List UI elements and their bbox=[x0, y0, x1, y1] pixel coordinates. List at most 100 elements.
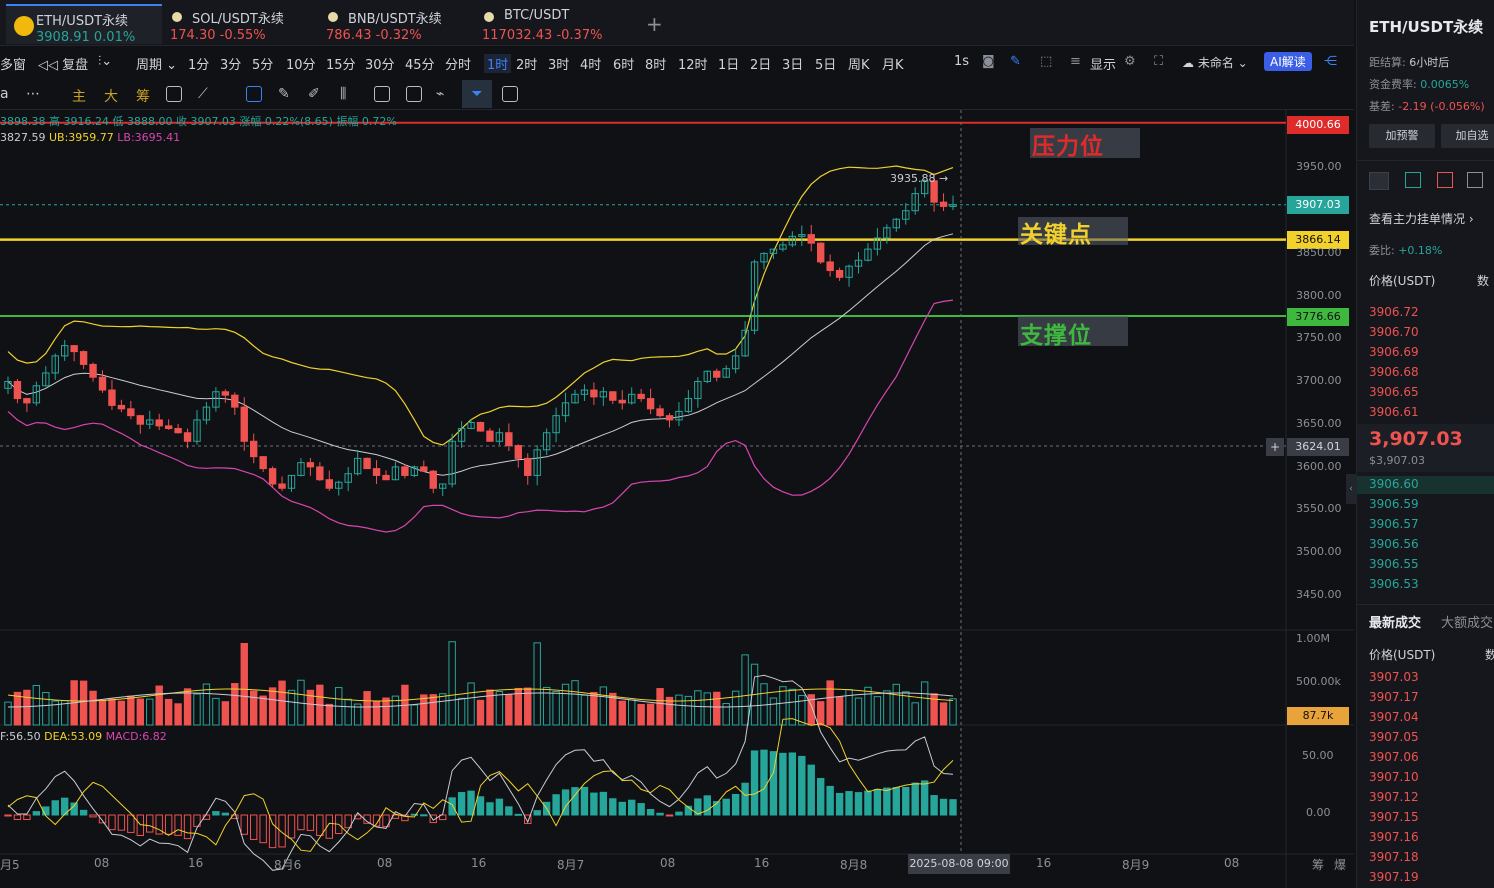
orderbook-row[interactable]: 3906.65 bbox=[1369, 385, 1419, 399]
candle-tool-icon[interactable]: ⫼ bbox=[340, 86, 347, 102]
period-16[interactable]: 2日 bbox=[750, 58, 772, 73]
trash-icon[interactable] bbox=[502, 86, 518, 102]
pen-icon[interactable]: ✐ bbox=[308, 86, 320, 102]
copy-icon[interactable] bbox=[246, 86, 262, 102]
orderbook-row[interactable]: 3907.12 bbox=[1369, 790, 1419, 804]
orderbook-row[interactable]: 3906.69 bbox=[1369, 345, 1419, 359]
candle-body bbox=[363, 457, 371, 470]
period-3[interactable]: 10分 bbox=[286, 58, 316, 73]
orderbook-row[interactable]: 3907.05 bbox=[1369, 730, 1419, 744]
depth-settings-icon[interactable] bbox=[1467, 172, 1483, 188]
orderbook-row[interactable]: 3907.16 bbox=[1369, 830, 1419, 844]
orderbook-row[interactable]: 3907.15 bbox=[1369, 810, 1419, 824]
orderbook-both-icon[interactable] bbox=[1369, 172, 1389, 190]
orderbook-row[interactable]: 3906.70 bbox=[1369, 325, 1419, 339]
orderbook-row[interactable]: 3906.55 bbox=[1369, 557, 1419, 571]
cloud-layout-dropdown[interactable]: ☁ 未命名 ⌄ bbox=[1182, 56, 1248, 70]
orderbook-bids-icon[interactable] bbox=[1405, 172, 1421, 188]
tab-large-trades[interactable]: 大额成交 bbox=[1441, 616, 1494, 631]
period-18[interactable]: 5日 bbox=[815, 58, 837, 73]
period-14[interactable]: 12时 bbox=[678, 58, 708, 73]
add-favorite-button[interactable]: 加自选 bbox=[1441, 124, 1494, 148]
camera-icon[interactable]: ◙ bbox=[982, 54, 995, 69]
orderbook-row[interactable]: 3907.10 bbox=[1369, 770, 1419, 784]
fullscreen-icon[interactable]: ⛶ bbox=[1154, 54, 1164, 69]
brush-icon[interactable]: ✎ bbox=[278, 86, 290, 102]
period-5[interactable]: 30分 bbox=[365, 58, 395, 73]
liquidation-toggle[interactable]: 爆 bbox=[1334, 858, 1347, 872]
add-alert-plus-icon[interactable]: + bbox=[1266, 438, 1284, 456]
orderbook-row[interactable]: 3907.19 bbox=[1369, 870, 1419, 884]
period-9[interactable]: 2时 bbox=[516, 58, 538, 73]
big-order-button[interactable]: 大 bbox=[104, 89, 118, 105]
tab-sol[interactable]: SOL/USDT永续 174.30 -0.55% bbox=[160, 4, 310, 44]
filter-icon[interactable]: ⏷ bbox=[462, 80, 492, 108]
kline-chart[interactable] bbox=[0, 110, 1354, 888]
period-12[interactable]: 6时 bbox=[613, 58, 635, 73]
orderbook-row[interactable]: 3906.57 bbox=[1369, 517, 1419, 531]
period-19[interactable]: 周K bbox=[848, 58, 870, 73]
add-alert-button[interactable]: 加预警 bbox=[1369, 124, 1435, 148]
period-10[interactable]: 3时 bbox=[548, 58, 570, 73]
chips-toggle[interactable]: 筹 bbox=[1312, 858, 1325, 872]
lock-icon[interactable] bbox=[374, 86, 390, 102]
orderbook-row[interactable]: 3906.53 bbox=[1369, 577, 1419, 591]
period-20[interactable]: 月K bbox=[882, 58, 904, 73]
orderbook-row[interactable]: 3907.18 bbox=[1369, 850, 1419, 864]
orderbook-row[interactable]: 3907.17 bbox=[1369, 690, 1419, 704]
period-17[interactable]: 3日 bbox=[782, 58, 804, 73]
candle-body bbox=[23, 398, 31, 404]
calc-icon[interactable] bbox=[166, 86, 182, 102]
display-button[interactable]: 显示 bbox=[1090, 58, 1117, 73]
candle-body bbox=[514, 445, 522, 459]
tab-eth[interactable]: ETH/USDT永续 3908.91 0.01% bbox=[6, 4, 162, 45]
tab-bnb[interactable]: BNB/USDT永续 786.43 -0.32% bbox=[316, 4, 466, 44]
orderbook-row[interactable]: 3906.56 bbox=[1369, 537, 1419, 551]
list-icon[interactable]: ≡ bbox=[1070, 54, 1081, 69]
orderbook-row[interactable]: 3906.72 bbox=[1369, 305, 1419, 319]
period-dropdown[interactable]: 周期 ⌄ bbox=[136, 58, 178, 73]
price-axis-label: 3450.00 bbox=[1296, 588, 1342, 601]
period-0[interactable]: 1分 bbox=[188, 58, 210, 73]
orderbook-asks-icon[interactable] bbox=[1437, 172, 1453, 188]
ai-interpret-button[interactable]: AI解读 bbox=[1264, 52, 1312, 71]
replay-button[interactable]: ◁◁ 复盘 bbox=[38, 58, 89, 73]
orderbook-row[interactable]: 3906.68 bbox=[1369, 365, 1419, 379]
orderbook-row[interactable]: 3906.59 bbox=[1369, 497, 1419, 511]
chart-type-button[interactable]: ⫶⌄ bbox=[98, 54, 113, 69]
period-8[interactable]: 1时 bbox=[484, 54, 512, 73]
macd-bar bbox=[240, 814, 248, 835]
tab-btc[interactable]: BTC/USDT 117032.43 -0.37% bbox=[472, 4, 628, 44]
orderbook-row[interactable]: 3907.04 bbox=[1369, 710, 1419, 724]
period-4[interactable]: 15分 bbox=[326, 58, 356, 73]
view-main-orders-link[interactable]: 查看主力挂单情况 › bbox=[1369, 212, 1474, 226]
macd-bar bbox=[835, 792, 844, 816]
interval-1s[interactable]: 1s bbox=[954, 54, 970, 69]
main-indicator-button[interactable]: 主 bbox=[72, 89, 86, 105]
chips-button[interactable]: 筹 bbox=[136, 89, 150, 105]
edit-icon[interactable] bbox=[406, 86, 422, 102]
macd-bar bbox=[287, 814, 296, 839]
measure-icon[interactable]: ⟋ bbox=[198, 86, 208, 102]
share-icon[interactable]: ⋲ bbox=[1324, 54, 1337, 69]
period-11[interactable]: 4时 bbox=[580, 58, 602, 73]
layout-icon[interactable]: ⬚ bbox=[1040, 54, 1053, 69]
period-15[interactable]: 1日 bbox=[718, 58, 740, 73]
more-icon[interactable]: ⋯ bbox=[26, 86, 40, 102]
period-6[interactable]: 45分 bbox=[405, 58, 435, 73]
tab-latest-trades[interactable]: 最新成交 bbox=[1369, 616, 1422, 631]
period-13[interactable]: 8时 bbox=[645, 58, 667, 73]
orderbook-row[interactable]: 3907.03 bbox=[1369, 670, 1419, 684]
orderbook-row[interactable]: 3907.06 bbox=[1369, 750, 1419, 764]
pencil-icon[interactable]: ✎ bbox=[1010, 54, 1021, 69]
period-1[interactable]: 3分 bbox=[220, 58, 242, 73]
period-7[interactable]: 分时 bbox=[445, 58, 472, 73]
period-2[interactable]: 5分 bbox=[252, 58, 274, 73]
add-tab-plus-icon[interactable]: + bbox=[646, 12, 663, 36]
magnet-icon[interactable]: ⌁ bbox=[436, 86, 445, 102]
orderbook-row[interactable]: 3906.60 bbox=[1369, 477, 1419, 491]
multi-window-button[interactable]: 多窗 bbox=[0, 58, 27, 73]
gear-icon[interactable]: ⚙ bbox=[1124, 54, 1136, 69]
collapse-panel-icon[interactable]: ‹ bbox=[1346, 474, 1356, 504]
orderbook-row[interactable]: 3906.61 bbox=[1369, 405, 1419, 419]
